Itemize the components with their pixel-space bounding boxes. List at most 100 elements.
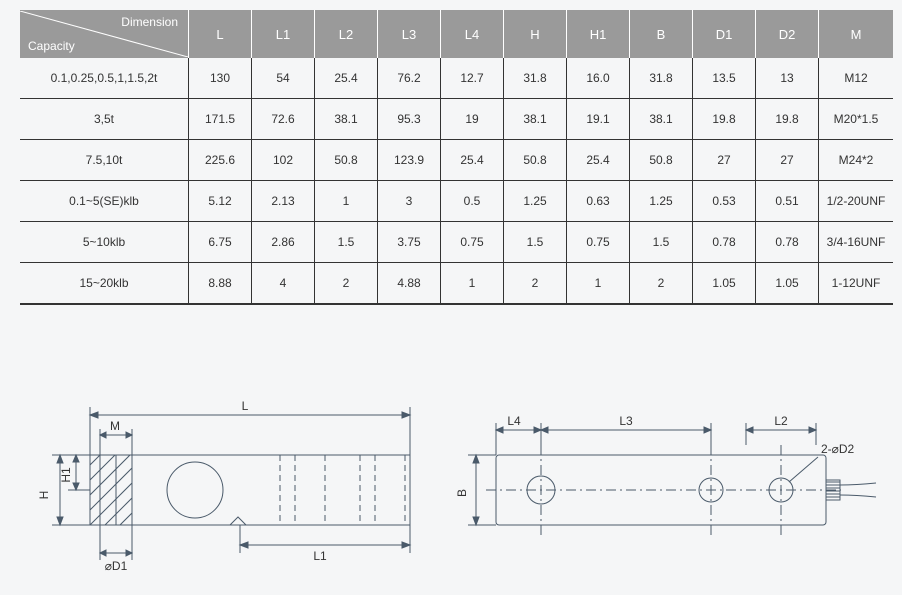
cell-value: M24*2 [819,140,894,181]
col-B: B [630,10,693,58]
cell-value: 1.5 [630,222,693,263]
label-B: B [455,489,469,497]
top-view-drawing: L4 L3 L2 B 2-⌀D2 [446,385,882,585]
label-H: H [37,491,51,500]
cell-value: 13.5 [693,58,756,99]
engineering-drawings: L M H H1 L1 ⌀D1 [20,385,882,585]
cell-value: 72.6 [252,99,315,140]
cell-value: 38.1 [630,99,693,140]
dimension-table: Dimension Capacity L L1 L2 L3 L4 H H1 B … [20,10,893,305]
cell-value: M20*1.5 [819,99,894,140]
cell-value: 102 [252,140,315,181]
cell-value: 50.8 [504,140,567,181]
label-L1: L1 [313,549,327,563]
col-M: M [819,10,894,58]
col-L: L [189,10,252,58]
label-L4: L4 [507,414,521,428]
cell-value: 76.2 [378,58,441,99]
label-M: M [110,419,120,433]
cell-value: 31.8 [630,58,693,99]
table-row: 0.1,0.25,0.5,1,1.5,2t1305425.476.212.731… [20,58,893,99]
cell-value: 2 [315,263,378,305]
cell-value: 38.1 [315,99,378,140]
label-L2: L2 [774,414,788,428]
label-L3: L3 [619,414,633,428]
cell-value: 19.8 [756,99,819,140]
cell-value: 1.25 [630,181,693,222]
cell-value: 27 [756,140,819,181]
col-H1: H1 [567,10,630,58]
cell-value: 1 [441,263,504,305]
cell-value: 1 [315,181,378,222]
header-capacity-label: Capacity [28,39,75,53]
cell-value: 3 [378,181,441,222]
table-row: 0.1~5(SE)klb5.122.13130.51.250.631.250.5… [20,181,893,222]
cell-value: 123.9 [378,140,441,181]
cell-value: 1.25 [504,181,567,222]
cell-value: 13 [756,58,819,99]
cell-value: M12 [819,58,894,99]
cell-value: 19.1 [567,99,630,140]
cell-value: 2 [630,263,693,305]
cell-value: 4 [252,263,315,305]
table-row: 3,5t171.572.638.195.31938.119.138.119.81… [20,99,893,140]
cell-value: 0.75 [567,222,630,263]
cell-capacity: 15~20klb [20,263,189,305]
side-view-drawing: L M H H1 L1 ⌀D1 [20,385,426,585]
cell-value: 0.78 [756,222,819,263]
cell-value: 25.4 [315,58,378,99]
cell-capacity: 7.5,10t [20,140,189,181]
table-header-row: Dimension Capacity L L1 L2 L3 L4 H H1 B … [20,10,893,58]
cell-value: 31.8 [504,58,567,99]
header-dimension-label: Dimension [121,15,178,29]
cell-value: 2 [504,263,567,305]
cell-value: 0.53 [693,181,756,222]
cell-value: 1/2-20UNF [819,181,894,222]
col-L2: L2 [315,10,378,58]
cell-value: 1.5 [504,222,567,263]
cell-value: 1.05 [756,263,819,305]
cell-value: 25.4 [567,140,630,181]
label-H1: H1 [59,467,73,483]
cell-capacity: 3,5t [20,99,189,140]
table-row: 7.5,10t225.610250.8123.925.450.825.450.8… [20,140,893,181]
cell-value: 25.4 [441,140,504,181]
table-row: 5~10klb6.752.861.53.750.751.50.751.50.78… [20,222,893,263]
cell-value: 50.8 [315,140,378,181]
cell-value: 3/4-16UNF [819,222,894,263]
cell-value: 1-12UNF [819,263,894,305]
col-D2: D2 [756,10,819,58]
cell-value: 12.7 [441,58,504,99]
cell-value: 3.75 [378,222,441,263]
col-L3: L3 [378,10,441,58]
header-capacity-dimension: Dimension Capacity [20,10,189,58]
label-D2: 2-⌀D2 [821,442,855,456]
cell-value: 1 [567,263,630,305]
cell-value: 225.6 [189,140,252,181]
cell-value: 27 [693,140,756,181]
col-L1: L1 [252,10,315,58]
cell-value: 38.1 [504,99,567,140]
cell-value: 19.8 [693,99,756,140]
cell-value: 50.8 [630,140,693,181]
cell-value: 171.5 [189,99,252,140]
cell-value: 2.13 [252,181,315,222]
cell-capacity: 0.1~5(SE)klb [20,181,189,222]
cell-value: 2.86 [252,222,315,263]
cell-capacity: 5~10klb [20,222,189,263]
cell-value: 0.5 [441,181,504,222]
label-D1: ⌀D1 [105,559,128,573]
cell-value: 5.12 [189,181,252,222]
cell-value: 95.3 [378,99,441,140]
col-D1: D1 [693,10,756,58]
cell-value: 0.51 [756,181,819,222]
label-L: L [242,399,249,413]
col-L4: L4 [441,10,504,58]
cell-value: 0.63 [567,181,630,222]
cell-value: 8.88 [189,263,252,305]
cell-value: 6.75 [189,222,252,263]
cell-value: 1.5 [315,222,378,263]
cell-value: 54 [252,58,315,99]
cell-value: 130 [189,58,252,99]
col-H: H [504,10,567,58]
